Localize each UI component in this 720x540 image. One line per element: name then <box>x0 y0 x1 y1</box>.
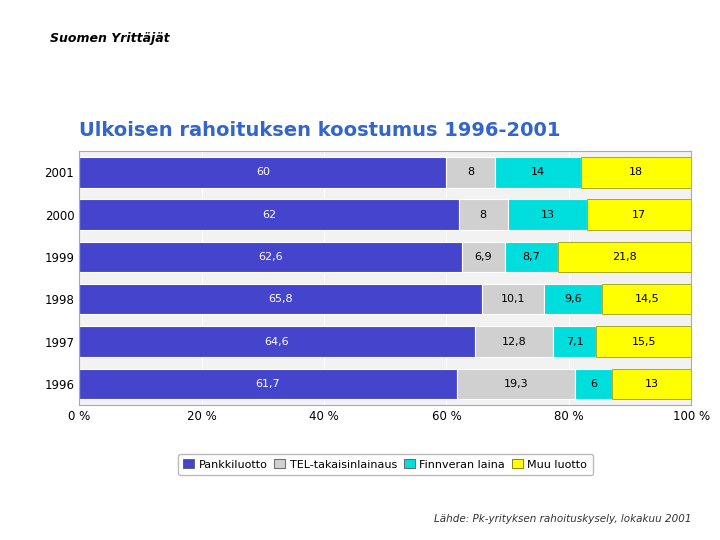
Bar <box>553 326 596 357</box>
Text: 9,6: 9,6 <box>564 294 582 304</box>
Text: 8,7: 8,7 <box>522 252 540 262</box>
Bar <box>459 199 508 230</box>
Text: 62,6: 62,6 <box>258 252 283 262</box>
Bar <box>482 284 544 314</box>
Text: 8: 8 <box>467 167 474 177</box>
Bar <box>79 369 456 399</box>
Text: Ulkoisen rahoituksen koostumus 1996-2001: Ulkoisen rahoituksen koostumus 1996-2001 <box>79 122 561 140</box>
Text: 61,7: 61,7 <box>256 379 280 389</box>
Bar <box>456 369 575 399</box>
Text: 18: 18 <box>629 167 643 177</box>
Text: 15,5: 15,5 <box>631 336 656 347</box>
Bar <box>596 326 691 357</box>
Text: 13: 13 <box>541 210 554 220</box>
Text: 10,1: 10,1 <box>500 294 525 304</box>
Bar <box>79 284 482 314</box>
Bar <box>581 157 691 187</box>
Bar <box>505 242 558 272</box>
Text: 21,8: 21,8 <box>612 252 637 262</box>
Bar <box>558 242 691 272</box>
Legend: Pankkiluotto, TEL-takaisinlainaus, Finnveran laina, Muu luotto: Pankkiluotto, TEL-takaisinlainaus, Finnv… <box>178 454 593 475</box>
Bar <box>474 326 553 357</box>
Text: 17: 17 <box>632 210 647 220</box>
Text: 7,1: 7,1 <box>566 336 583 347</box>
Bar <box>508 199 587 230</box>
Bar <box>603 284 691 314</box>
Text: 62: 62 <box>262 210 276 220</box>
Bar <box>79 326 474 357</box>
Text: 64,6: 64,6 <box>264 336 289 347</box>
Text: 13: 13 <box>644 379 658 389</box>
Bar <box>495 157 581 187</box>
Text: 6: 6 <box>590 379 597 389</box>
Text: Suomen Yrittäjät: Suomen Yrittäjät <box>50 32 170 45</box>
Bar <box>544 284 603 314</box>
Text: 12,8: 12,8 <box>501 336 526 347</box>
Text: 14: 14 <box>531 167 545 177</box>
Text: 19,3: 19,3 <box>503 379 528 389</box>
Text: 6,9: 6,9 <box>474 252 492 262</box>
Bar <box>446 157 495 187</box>
Text: 8: 8 <box>480 210 487 220</box>
Text: 14,5: 14,5 <box>634 294 659 304</box>
Bar <box>79 199 459 230</box>
Bar <box>612 369 691 399</box>
Text: 60: 60 <box>256 167 270 177</box>
Bar <box>588 199 691 230</box>
Bar <box>79 157 446 187</box>
Text: Lähde: Pk-yrityksen rahoituskysely, lokakuu 2001: Lähde: Pk-yrityksen rahoituskysely, loka… <box>433 514 691 524</box>
Text: 65,8: 65,8 <box>269 294 293 304</box>
Bar <box>575 369 612 399</box>
Bar <box>462 242 505 272</box>
Bar <box>79 242 462 272</box>
